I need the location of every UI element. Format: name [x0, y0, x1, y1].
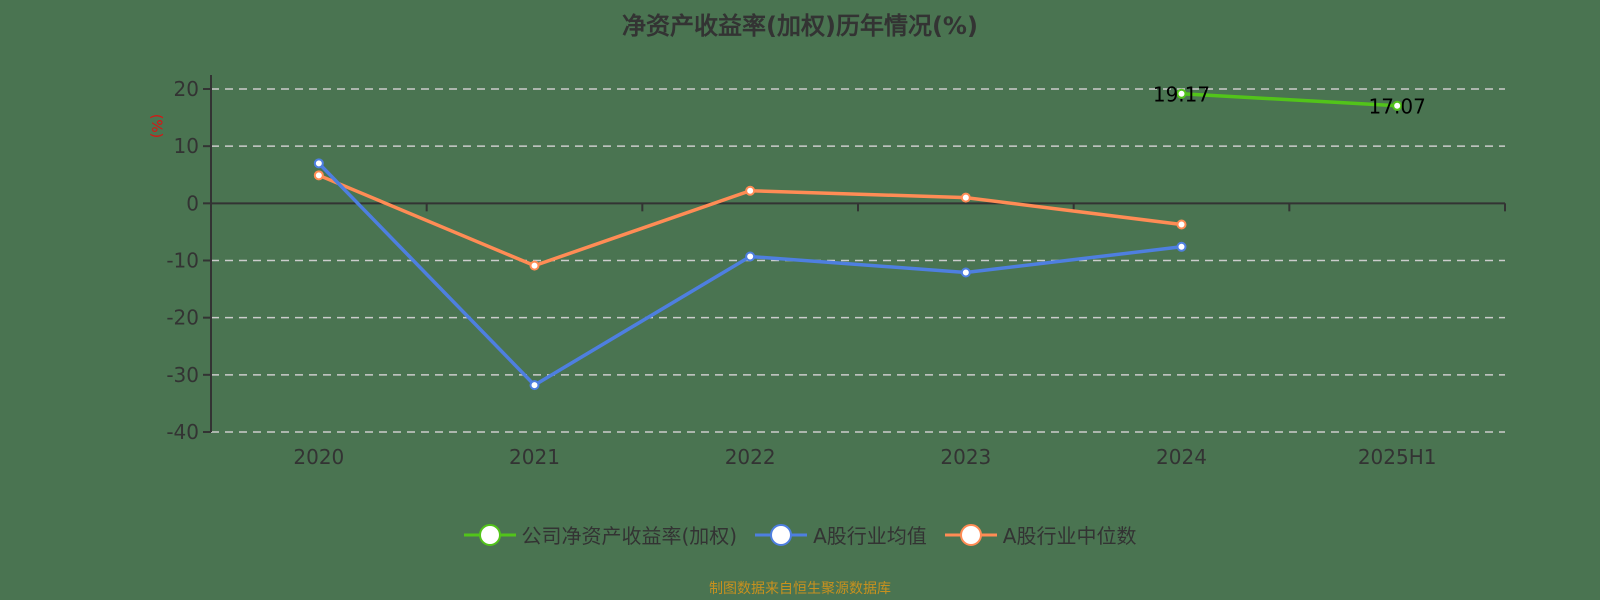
data-value-label: 17.07 [1369, 95, 1426, 119]
x-tick-label: 2024 [1156, 445, 1207, 469]
line-chart: 20 10 0 -10 -20 -30 -40 2020 2021 2022 2023 2024 202… [148, 75, 1506, 469]
axes: 20 10 0 -10 -20 -30 -40 2020 2021 2022 2023 2024 202… [166, 75, 1506, 469]
y-tick-label: 20 [174, 77, 199, 101]
legend-item-company[interactable]: 公司净资产收益率(加权) [463, 520, 738, 549]
grid-lines [211, 88, 1505, 433]
data-point[interactable] [745, 251, 756, 262]
data-source-note: 制图数据来自恒生聚源数据库 [709, 581, 891, 597]
y-tick-label: -20 [166, 306, 199, 330]
y-tick-label: -10 [166, 249, 199, 273]
y-tick-label: -30 [166, 363, 199, 387]
x-tick-label: 2023 [940, 445, 991, 469]
legend-marker-icon [944, 523, 997, 546]
data-value-label: 19.17 [1153, 83, 1210, 107]
data-point[interactable] [1392, 100, 1403, 111]
x-tick-label: 2020 [293, 445, 344, 469]
data-point[interactable] [1176, 219, 1187, 230]
data-point[interactable] [745, 185, 756, 196]
y-tick-label: 10 [174, 134, 199, 158]
x-tick-label: 2021 [509, 445, 560, 469]
legend-marker-icon [463, 523, 516, 546]
y-axis-unit-label: (%) [148, 114, 164, 138]
y-tick-label: 0 [186, 191, 199, 215]
chart-title: 净资产收益率(加权)历年情况(%) [622, 12, 978, 40]
series-line [317, 162, 1182, 388]
data-point[interactable] [529, 380, 540, 391]
data-point[interactable] [960, 267, 971, 278]
y-tick-label: -40 [166, 420, 199, 444]
legend: 公司净资产收益率(加权) A股行业均值 A股行业中位数 [0, 520, 1600, 549]
legend-item-industry-mean[interactable]: A股行业均值 [755, 520, 927, 549]
series-lines [313, 88, 1403, 391]
data-point[interactable] [313, 158, 324, 169]
series-line [1181, 91, 1398, 108]
x-tick-label: 2025H1 [1358, 445, 1437, 469]
legend-label: A股行业中位数 [1002, 524, 1137, 548]
legend-item-industry-median[interactable]: A股行业中位数 [944, 520, 1137, 549]
data-point[interactable] [1176, 241, 1187, 252]
data-point[interactable] [529, 260, 540, 271]
data-point[interactable] [960, 192, 971, 203]
x-tick-label: 2022 [725, 445, 776, 469]
legend-marker-icon [755, 523, 808, 546]
data-point[interactable] [1176, 88, 1187, 99]
legend-label: A股行业均值 [813, 524, 927, 548]
data-point[interactable] [313, 170, 324, 181]
data-labels: 19.17 17.07 [1153, 83, 1426, 119]
legend-label: 公司净资产收益率(加权) [521, 524, 738, 548]
